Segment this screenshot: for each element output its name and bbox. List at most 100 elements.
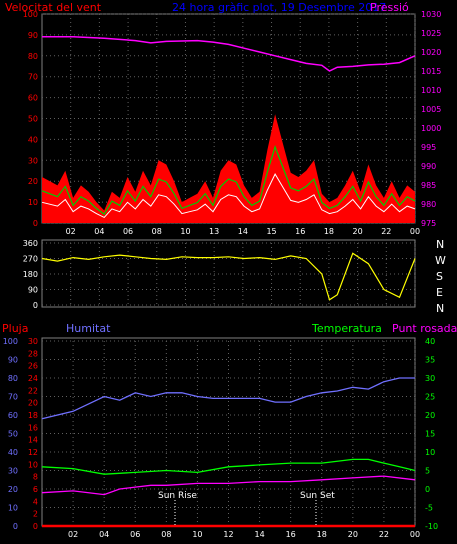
rain-axis-tick: 26: [28, 362, 38, 371]
humidity-x-tick: 20: [348, 530, 358, 539]
humidity-axis-tick: 10: [8, 504, 18, 513]
sunrise-label: Sun Rise: [158, 491, 197, 501]
pressure-axis-tick: 1010: [421, 86, 441, 95]
humidity-x-tick: 18: [317, 530, 327, 539]
pressure-axis-tick: 985: [421, 181, 436, 190]
wind-x-tick: 20: [353, 227, 363, 236]
wind-average-line: [41, 145, 416, 216]
humidity-axis-tick: 100: [3, 337, 18, 346]
humidity-panel-plot: [41, 377, 416, 528]
direction-panel-frame: [41, 239, 416, 308]
wind-x-tick: 06: [123, 227, 133, 236]
temperature-axis-tick: -5: [425, 504, 433, 513]
humidity-panel-grid: 0102030405060708090100024681012141618202…: [3, 337, 438, 539]
temperature-axis-tick: 0: [425, 485, 430, 494]
rain-axis-tick: 14: [28, 436, 38, 445]
rain-axis-tick: 24: [28, 374, 38, 383]
wind-low-line: [41, 173, 416, 219]
wind-x-tick: 16: [295, 227, 305, 236]
wind-axis-tick: 10: [28, 198, 38, 207]
direction-axis-tick: 0: [33, 301, 38, 310]
direction-panel-plot: [41, 252, 416, 301]
dir-letter-s: S: [436, 270, 443, 283]
direction-axis-tick: 90: [28, 286, 38, 295]
temperature-axis-tick: 10: [425, 448, 435, 457]
pressure-axis-tick: 1020: [421, 48, 441, 57]
direction-panel-grid: 0 90 180 270 360: [23, 239, 416, 310]
pressure-label: Pressió: [370, 1, 409, 14]
wind-x-tick: 00: [410, 227, 420, 236]
humidity-axis-tick: 0: [13, 522, 18, 531]
humidity-axis-tick: 50: [8, 430, 18, 439]
rain-axis-tick: 30: [28, 337, 38, 346]
wind-axis-tick: 60: [28, 94, 38, 103]
wind-panel-grid: 0102030405060708090100975980985990995100…: [23, 10, 442, 236]
temperature-axis-tick: 25: [425, 393, 435, 402]
rain-axis-tick: 2: [33, 510, 38, 519]
wind-x-tick: 18: [324, 227, 334, 236]
dir-letter-w: W: [435, 254, 446, 267]
rain-axis-tick: 12: [28, 448, 38, 457]
temperature-axis-tick: 35: [425, 356, 435, 365]
legend-dewpoint: Punt rosada: [392, 322, 457, 335]
direction-axis-tick: 180: [23, 270, 38, 279]
temperature-axis-tick: 15: [425, 430, 435, 439]
humidity-axis-tick: 80: [8, 374, 18, 383]
wind-axis-tick: 50: [28, 115, 38, 124]
chart-title: 24 hora gràfic plot, 19 Desembre 2017: [172, 1, 386, 14]
wind-x-tick: 13: [209, 227, 219, 236]
temperature-axis-tick: -10: [425, 522, 438, 531]
wind-x-tick: 10: [180, 227, 190, 236]
rain-axis-tick: 16: [28, 423, 38, 432]
wind-x-tick: 14: [238, 227, 248, 236]
wind-speed-area: [42, 114, 415, 223]
rain-axis-tick: 4: [33, 497, 38, 506]
humidity-x-tick: 00: [410, 530, 420, 539]
legend-humidity: Humitat: [66, 322, 111, 335]
rain-axis-tick: 22: [28, 386, 38, 395]
wind-direction-line: [41, 252, 416, 301]
dir-letter-n-top: N: [436, 238, 444, 251]
wind-axis-tick: 20: [28, 177, 38, 186]
wind-x-tick: 22: [381, 227, 391, 236]
temperature-axis-tick: 5: [425, 467, 430, 476]
wind-x-tick: 15: [266, 227, 276, 236]
wind-axis-tick: 100: [23, 10, 38, 19]
pressure-axis-tick: 1025: [421, 29, 441, 38]
legend-rain: Pluja: [2, 322, 28, 335]
wind-x-tick: 08: [152, 227, 162, 236]
temperature-axis-tick: 20: [425, 411, 435, 420]
pressure-axis-tick: 990: [421, 162, 436, 171]
humidity-x-tick: 04: [99, 530, 109, 539]
humidity-x-tick: 14: [254, 530, 264, 539]
pressure-axis-tick: 1030: [421, 10, 441, 19]
rain-axis-tick: 0: [33, 522, 38, 531]
pressure-axis-tick: 980: [421, 200, 436, 209]
pressure-axis-tick: 975: [421, 219, 436, 228]
humidity-line: [41, 377, 415, 420]
sunset-label: Sun Set: [300, 491, 335, 501]
wind-axis-tick: 80: [28, 52, 38, 61]
humidity-x-tick: 10: [192, 530, 202, 539]
humidity-axis-tick: 60: [8, 411, 18, 420]
pressure-axis-tick: 1015: [421, 67, 441, 76]
rain-axis-tick: 18: [28, 411, 38, 420]
humidity-x-tick: 08: [161, 530, 171, 539]
rain-axis-tick: 10: [28, 460, 38, 469]
humidity-x-tick: 22: [379, 530, 389, 539]
rain-axis-tick: 20: [28, 399, 38, 408]
dir-letter-e: E: [436, 286, 443, 299]
rain-axis-tick: 8: [33, 473, 38, 482]
humidity-x-tick: 12: [223, 530, 233, 539]
legend-temperature: Temperatura: [311, 322, 382, 335]
wind-axis-tick: 30: [28, 156, 38, 165]
humidity-axis-tick: 40: [8, 448, 18, 457]
rain-axis-tick: 28: [28, 349, 38, 358]
wind-label: Velocitat del vent: [5, 1, 102, 14]
direction-axis-tick: 270: [23, 255, 38, 264]
humidity-axis-tick: 70: [8, 393, 18, 402]
humidity-x-tick: 02: [68, 530, 78, 539]
pressure-line: [42, 36, 416, 72]
humidity-axis-tick: 30: [8, 467, 18, 476]
temperature-line: [41, 458, 416, 475]
